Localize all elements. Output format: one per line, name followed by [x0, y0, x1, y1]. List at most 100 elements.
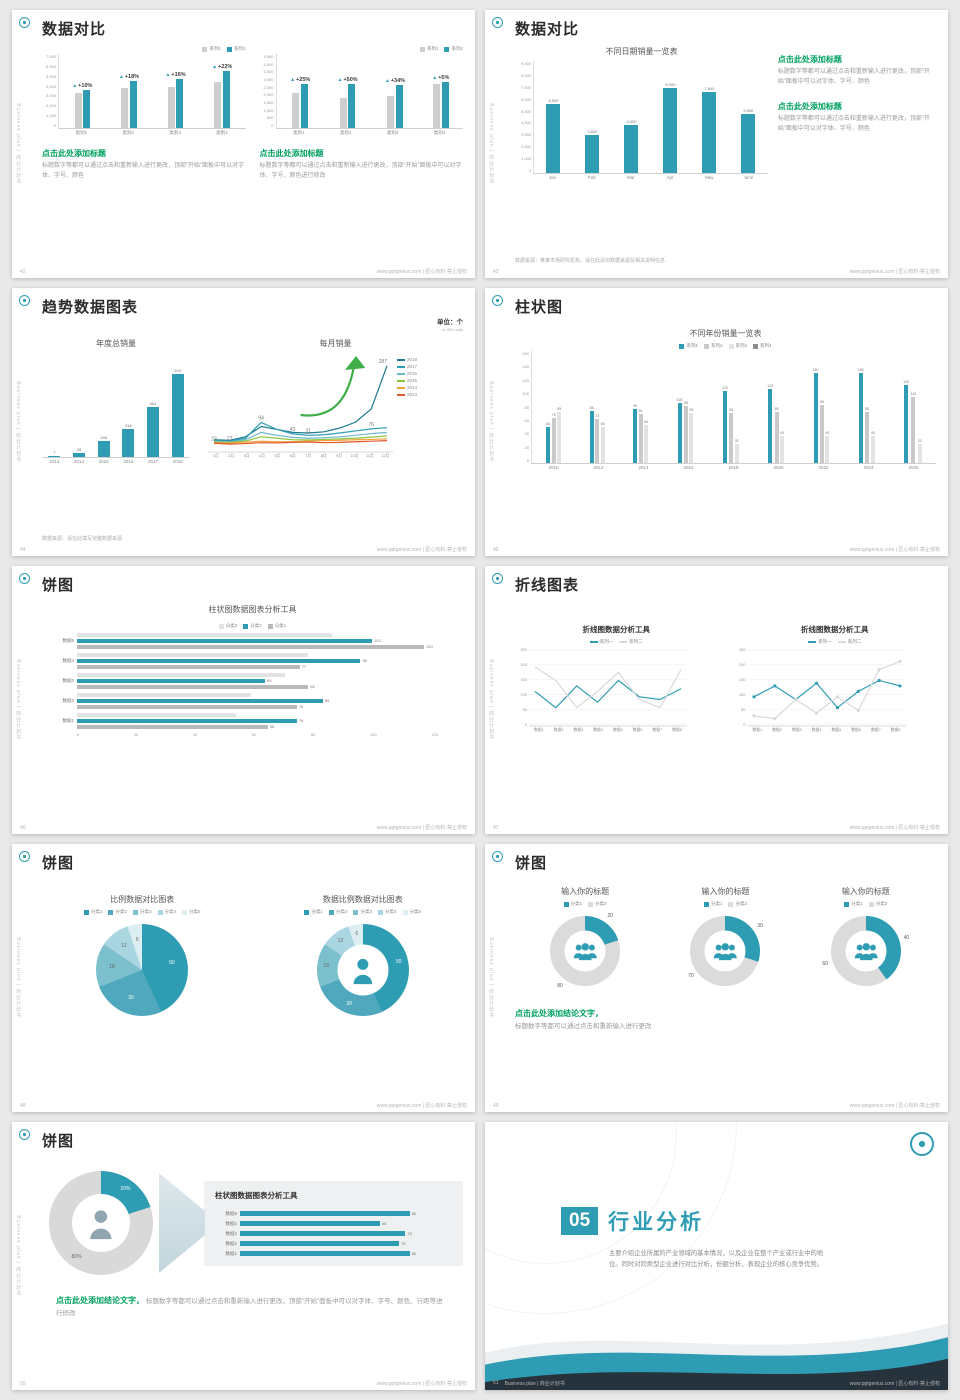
- bar-group: 100 95 83: [677, 351, 694, 463]
- donut-hole: [564, 930, 606, 972]
- grouped-bar-chart-right: 系列1 系列2 4,500 4,000 3,500 3,000 2,500 2,000 1,50…: [260, 46, 463, 136]
- growth-annotation: ▲ +16%: [165, 72, 185, 78]
- vertical-brand-text: Business plan | 商业计划书: [15, 1215, 21, 1297]
- bar: [48, 456, 61, 457]
- slide-49[interactable]: Business plan | 商业计划书 饼图 输入你的标题 分类1 分类2 20…: [485, 844, 948, 1112]
- legend-item: 2015: [397, 378, 417, 383]
- bar-group: 186: [97, 353, 110, 457]
- text-column: 点击此处添加标题 标题数字等都可以通过点击和重新输入进行更改，顶部“开始”面板中…: [778, 46, 936, 264]
- slide-50[interactable]: Business plan | 商业计划书 饼图 20% 80% 柱状图数据图表分…: [12, 1122, 475, 1390]
- x-axis: Jan Feb Mar Apr May June: [533, 175, 768, 180]
- point-label: 43: [290, 427, 296, 433]
- slide-43[interactable]: Business plan | 商业计划书 数据对比 不同日期销量一览表 9,0…: [485, 10, 948, 278]
- y-tick-label: 50: [522, 707, 527, 712]
- slide-title: 柱状图: [515, 299, 564, 316]
- bar: [300, 84, 308, 128]
- page-number: 42: [20, 268, 26, 275]
- person-head: [862, 942, 870, 951]
- bar: [644, 425, 649, 463]
- y-tick-label: 7,000: [45, 54, 56, 59]
- person-body: [578, 953, 592, 960]
- chapter-title: 行业分析: [608, 1211, 705, 1234]
- x-tick-label: 类别2: [122, 130, 135, 135]
- bar-value: 150: [857, 368, 864, 372]
- bar-wrap: 7,600: [702, 86, 717, 173]
- bars: [214, 71, 230, 128]
- bar: [240, 1231, 406, 1236]
- bar-line: 85: [77, 698, 453, 703]
- x-tick-label: 2013: [49, 459, 60, 464]
- slice-value: 50: [395, 959, 402, 966]
- x-tick-label: 2015: [98, 459, 109, 464]
- y-axis: 250 200 150 100 50 0: [734, 647, 748, 727]
- legend-label: 分类1: [274, 623, 287, 628]
- bar-line: 76: [77, 718, 453, 723]
- bar-wrap: 96: [819, 400, 824, 463]
- bar: [77, 653, 309, 657]
- series-line: [213, 440, 388, 445]
- growth-value: +16%: [171, 72, 186, 78]
- x-tick-label: 类别4: [433, 130, 446, 135]
- x-tick-label: 数据2: [772, 728, 782, 732]
- bar-group: 564: [146, 353, 159, 457]
- bar: [858, 373, 863, 463]
- bar-wrap: [83, 90, 91, 128]
- y-tick-label: 4,000: [520, 120, 531, 126]
- legend-label: 分类2: [250, 623, 262, 628]
- bar-value: 83: [689, 408, 694, 412]
- growth-annotation: ▲ +25%: [290, 77, 310, 83]
- point-label: 31: [306, 428, 312, 434]
- slide-46[interactable]: Business plan | 商业计划书 饼图 柱状图数据图表分析工具 分类3…: [12, 566, 475, 834]
- bars: 564: [146, 401, 159, 457]
- bars: 80: [240, 1251, 452, 1256]
- bar-wrap: 86: [589, 406, 594, 463]
- series-line: [213, 365, 388, 441]
- bar-line: [77, 633, 453, 637]
- x-tick-label: 2010: [548, 465, 559, 470]
- legend-item: 分类5: [402, 909, 421, 915]
- chart-legend: 2018 2017 2016 2015 2014 2013: [397, 357, 417, 397]
- bar-wrap: 564: [146, 401, 159, 457]
- bar-value: 76: [298, 718, 304, 723]
- slide-title: 饼图: [42, 577, 75, 594]
- bar: [121, 88, 129, 128]
- bar: [77, 664, 300, 669]
- bar: [122, 429, 135, 457]
- slide-42[interactable]: Business plan | 商业计划书 数据对比 系列1 系列2 7,000 6,…: [12, 10, 475, 278]
- legend-swatch: [132, 909, 138, 915]
- conclusion-block: 点击此处添加结论文字， 标题数字等都可以通过点击和重新输入进行更改: [515, 1007, 936, 1032]
- slide-45[interactable]: Business plan | 商业计划书 柱状图 不同年份销量一览表 系列1 系…: [485, 288, 948, 556]
- y-tick-label: 40: [524, 431, 529, 437]
- block-heading: 点击此处添加标题: [259, 149, 324, 158]
- block-body: 标题数字等都可以通过点击和重新输入进行更改，顶部“开始”面板中可以对字体、字号、…: [777, 116, 930, 132]
- bar-wrap: 45: [825, 431, 830, 463]
- bar-row: 数据3 65 80: [52, 673, 453, 689]
- bars: 45: [72, 447, 85, 457]
- bar-line: 120: [77, 644, 453, 649]
- bar-value: 77: [301, 664, 307, 669]
- slide-44[interactable]: Business plan | 商业计划书 趋势数据图表 单位：个 in 900…: [12, 288, 475, 556]
- person-head: [856, 944, 863, 951]
- site-credit: www.pptgenius.com | 匠心有料·禁止侵权: [849, 547, 940, 553]
- site-credit: www.pptgenius.com | 匠心有料·禁止侵权: [376, 1103, 467, 1109]
- bar-value: 7: [53, 450, 56, 455]
- bar-wrap: [176, 79, 184, 128]
- people-group-icon: [854, 942, 878, 960]
- marker-dot: [772, 716, 776, 721]
- x-tick-label: 类别1: [293, 130, 305, 135]
- legend-swatch: [328, 909, 334, 915]
- bar-wrap: 186: [97, 435, 110, 457]
- bar: [734, 444, 739, 463]
- pie-chart-cell: 比例数据对比图表 分类1 分类2 分类3 分类4 分类5 50 30 18 12 6: [42, 894, 243, 1098]
- bar: [77, 644, 425, 649]
- bar: [870, 436, 875, 463]
- bar-group: 120 84 32: [722, 351, 739, 463]
- slide-51[interactable]: 05 行业分析 主要介绍企业所属的产业领域的基本情况，以及企业在整个产业或行业中…: [485, 1122, 948, 1390]
- block-body: 标题数字等都可以通过点击和重新输入进行更改，顶部“开始”面板中可以对字体、字号、…: [259, 163, 462, 179]
- marker-dot: [751, 695, 756, 699]
- bar: [77, 698, 323, 703]
- slide-47[interactable]: Business plan | 商业计划书 折线图表 折线图数据分析工具 系列一…: [485, 566, 948, 834]
- legend-label: 分类3: [139, 909, 152, 914]
- slide-48[interactable]: Business plan | 商业计划书 饼图 比例数据对比图表 分类1 分类2…: [12, 844, 475, 1112]
